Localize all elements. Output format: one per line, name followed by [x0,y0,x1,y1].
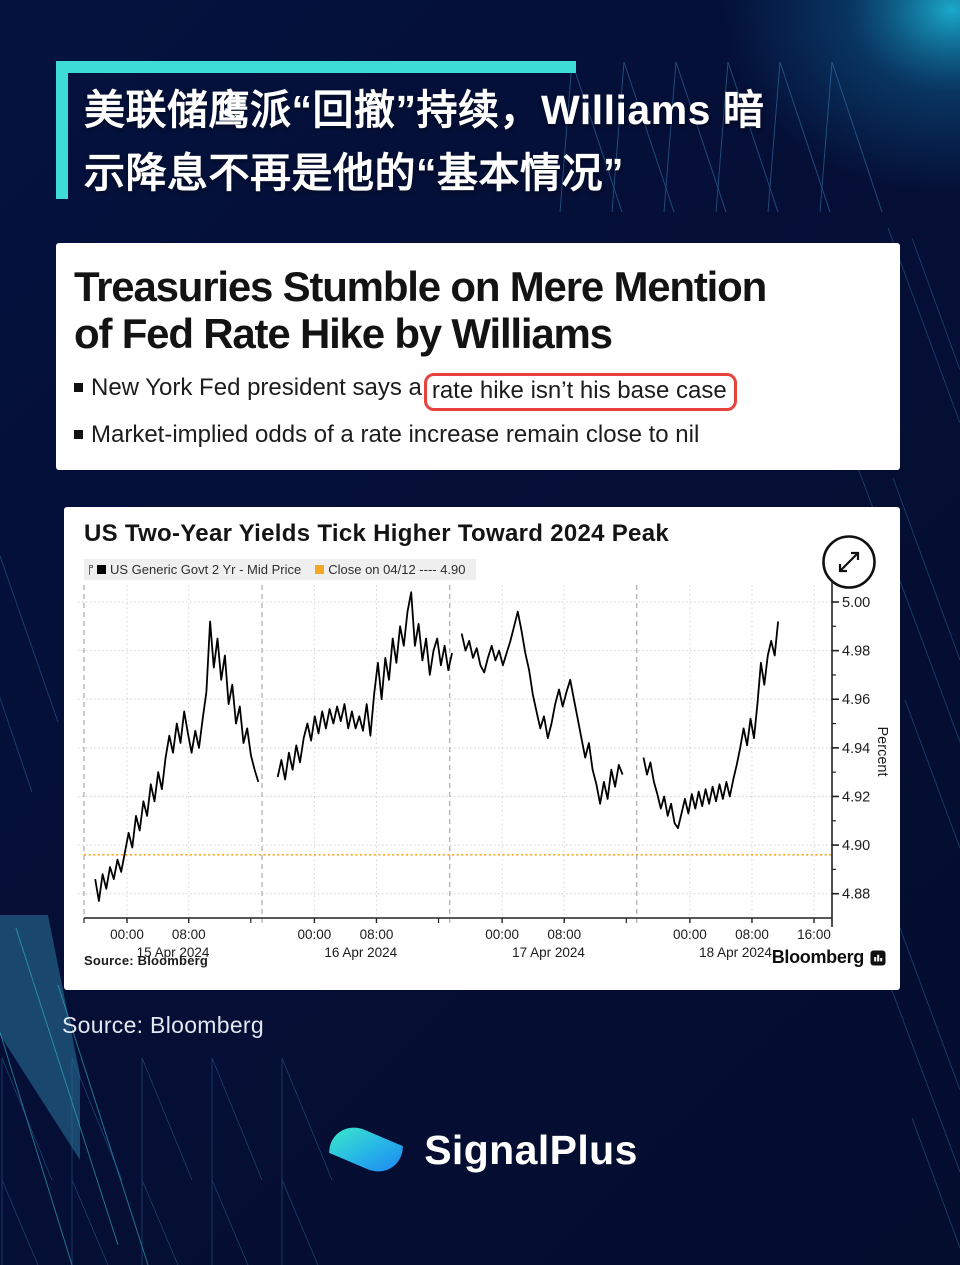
legend-label-mid-price: US Generic Govt 2 Yr - Mid Price [110,562,302,577]
svg-text:4.92: 4.92 [842,789,870,805]
bloomberg-chart-card: US Two-Year Yields Tick Higher Toward 20… [64,507,900,990]
svg-text:4.88: 4.88 [842,887,870,903]
svg-text:16:00: 16:00 [797,927,831,942]
chart-legend: US Generic Govt 2 Yr - Mid Price Close o… [84,559,476,580]
svg-text:08:00: 08:00 [172,927,206,942]
news-bullet: New York Fed president says a rate hike … [74,373,882,411]
svg-text:00:00: 00:00 [485,927,519,942]
bullet-square-icon [74,383,83,392]
bloomberg-brand: Bloomberg [772,947,886,968]
chart-title: US Two-Year Yields Tick Higher Toward 20… [84,520,670,547]
bullet-text: Market-implied odds of a rate increase r… [91,421,700,448]
bullet-square-icon [74,430,83,439]
svg-text:00:00: 00:00 [110,927,144,942]
chart-source-note: Source: Bloomberg [84,953,209,968]
svg-text:18 Apr 2024: 18 Apr 2024 [699,945,772,960]
legend-swatch-close [315,565,325,574]
svg-text:16 Apr 2024: 16 Apr 2024 [324,945,397,960]
svg-text:00:00: 00:00 [673,927,707,942]
news-headline-card: Treasuries Stumble on Mere Mention of Fed… [56,243,900,470]
legend-label-close: Close on 04/12 ---- 4.90 [328,562,466,577]
news-title: Treasuries Stumble on Mere Mention of Fed… [74,263,882,357]
bullet-text: New York Fed president says a [91,374,422,401]
svg-text:15 Apr 2024: 15 Apr 2024 [137,945,210,960]
svg-text:00:00: 00:00 [297,927,331,942]
news-bullet-list: New York Fed president says a rate hike … [74,373,882,450]
bloomberg-logo-mark [870,950,886,965]
page-title-line2: 示降息不再是他的“基本情况” [84,150,624,196]
svg-text:4.90: 4.90 [842,838,870,854]
highlighted-text: rate hike isn’t his base case [423,373,737,411]
tracker-pin-icon [88,564,95,575]
headline-block: 美联储鹰派“回撤”持续，Williams 暗示降息不再是他的“基本情况” [56,61,916,205]
svg-text:17 Apr 2024: 17 Apr 2024 [512,945,585,960]
headline-accent-bar-left [56,61,68,199]
news-bullet: Market-implied odds of a rate increase r… [74,420,882,450]
news-title-line1: Treasuries Stumble on Mere Mention [74,263,767,310]
signalplus-logo-mark [329,1127,404,1172]
svg-text:5.00: 5.00 [842,595,870,611]
svg-text:08:00: 08:00 [735,927,769,942]
svg-text:4.96: 4.96 [842,692,870,708]
signalplus-logo-text: SignalPlus [424,1126,638,1173]
bloomberg-brand-text: Bloomberg [771,947,865,967]
page-title-line1: 美联储鹰派“回撤”持续，Williams 暗 [84,87,765,133]
expand-icon[interactable] [821,534,877,590]
signalplus-logo: SignalPlus [0,1118,960,1182]
page-title: 美联储鹰派“回撤”持续，Williams 暗示降息不再是他的“基本情况” [56,61,916,205]
footer-source: Source: Bloomberg [62,1012,264,1038]
svg-text:4.94: 4.94 [842,741,870,757]
svg-text:08:00: 08:00 [360,927,394,942]
headline-accent-bar-top [56,61,576,73]
yield-chart-plot: 4.88 4.90 4.92 4.94 4.96 4.98 5.00 Percent 00:00… [78,581,890,960]
news-title-line2: of Fed Rate Hike by Williams [74,310,613,357]
svg-text:Percent: Percent [874,727,890,777]
svg-text:4.98: 4.98 [842,644,870,660]
legend-swatch-mid-price [97,565,106,574]
svg-text:08:00: 08:00 [547,927,581,942]
